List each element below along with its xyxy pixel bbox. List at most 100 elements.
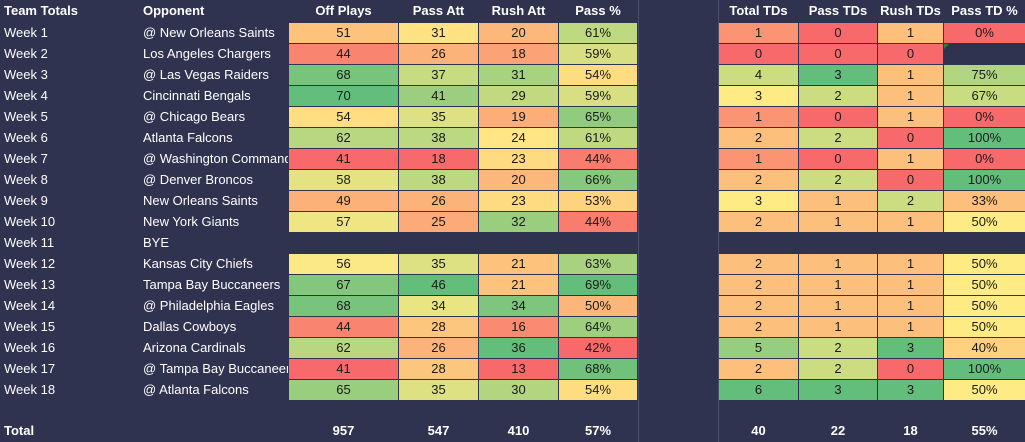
cell-ptp[interactable]: 50%: [944, 275, 1025, 295]
cell-tt[interactable]: [719, 233, 798, 253]
cell-pa[interactable]: 34: [399, 296, 478, 316]
cell-tt[interactable]: 1: [719, 107, 798, 127]
cell-pt[interactable]: 0: [799, 149, 877, 169]
cell-pt[interactable]: 1: [799, 317, 877, 337]
cell-pt[interactable]: 2: [799, 86, 877, 106]
cell-op[interactable]: 62: [289, 338, 398, 358]
cell-op[interactable]: 44: [289, 44, 398, 64]
cell-pp[interactable]: 42%: [559, 338, 637, 358]
cell-ra[interactable]: 31: [479, 65, 558, 85]
cell-week[interactable]: Week 12: [4, 256, 56, 271]
cell-ptp[interactable]: 75%: [944, 65, 1025, 85]
cell-pt[interactable]: 3: [799, 380, 877, 400]
cell-tt[interactable]: 2: [719, 212, 798, 232]
cell-tt[interactable]: 3: [719, 86, 798, 106]
cell-tt[interactable]: 6: [719, 380, 798, 400]
cell-opp[interactable]: Los Angeles Chargers: [143, 46, 271, 61]
cell-pa[interactable]: 26: [399, 338, 478, 358]
total-rt[interactable]: 18: [903, 423, 918, 438]
cell-tt[interactable]: 2: [719, 128, 798, 148]
cell-tt[interactable]: 3: [719, 191, 798, 211]
total-tt[interactable]: 40: [751, 423, 766, 438]
cell-pp[interactable]: 44%: [559, 149, 637, 169]
cell-op[interactable]: 49: [289, 191, 398, 211]
cell-week[interactable]: Week 16: [4, 340, 56, 355]
cell-week[interactable]: Week 11: [4, 235, 55, 250]
cell-tt[interactable]: 2: [719, 275, 798, 295]
cell-ptp[interactable]: 50%: [944, 317, 1025, 337]
cell-ra[interactable]: 19: [479, 107, 558, 127]
cell-week[interactable]: Week 2: [4, 46, 48, 61]
total-pt[interactable]: 22: [830, 423, 846, 438]
cell-pa[interactable]: 46: [399, 275, 478, 295]
cell-opp[interactable]: @ Las Vegas Raiders: [143, 67, 269, 82]
cell-op[interactable]: 67: [289, 275, 398, 295]
cell-ptp[interactable]: 100%: [944, 170, 1025, 190]
cell-op[interactable]: 70: [289, 86, 398, 106]
cell-rt[interactable]: 3: [878, 380, 943, 400]
cell-opp[interactable]: @ Chicago Bears: [143, 109, 246, 124]
cell-pp[interactable]: 69%: [559, 275, 637, 295]
cell-ra[interactable]: 21: [479, 254, 558, 274]
cell-ra[interactable]: 29: [479, 86, 558, 106]
cell-op[interactable]: 62: [289, 128, 398, 148]
cell-pt[interactable]: 2: [799, 338, 877, 358]
cell-rt[interactable]: [878, 233, 943, 253]
total-ptp[interactable]: 55%: [971, 423, 998, 438]
cell-tt[interactable]: 4: [719, 65, 798, 85]
cell-ptp[interactable]: 50%: [944, 254, 1025, 274]
cell-ra[interactable]: 32: [479, 212, 558, 232]
cell-ptp[interactable]: 0%: [944, 23, 1025, 43]
cell-tt[interactable]: 2: [719, 296, 798, 316]
cell-week[interactable]: Week 10: [4, 214, 56, 229]
cell-pa[interactable]: [399, 233, 478, 253]
cell-pa[interactable]: 35: [399, 254, 478, 274]
cell-opp[interactable]: @ Denver Broncos: [143, 172, 254, 187]
cell-pp[interactable]: 64%: [559, 317, 637, 337]
cell-ptp[interactable]: [944, 233, 1025, 253]
cell-tt[interactable]: 2: [719, 254, 798, 274]
cell-op[interactable]: 68: [289, 296, 398, 316]
cell-pa[interactable]: 38: [399, 170, 478, 190]
cell-ra[interactable]: 13: [479, 359, 558, 379]
cell-opp[interactable]: New Orleans Saints: [143, 193, 258, 208]
cell-pp[interactable]: [559, 233, 637, 253]
cell-pt[interactable]: 1: [799, 296, 877, 316]
cell-op[interactable]: 57: [289, 212, 398, 232]
cell-pa[interactable]: 41: [399, 86, 478, 106]
cell-ra[interactable]: 23: [479, 191, 558, 211]
cell-pa[interactable]: 37: [399, 65, 478, 85]
cell-ptp[interactable]: 50%: [944, 296, 1025, 316]
cell-opp[interactable]: @ New Orleans Saints: [143, 25, 275, 40]
cell-ptp[interactable]: [944, 44, 1025, 64]
total-ra[interactable]: 410: [507, 423, 530, 438]
cell-tt[interactable]: 5: [719, 338, 798, 358]
cell-rt[interactable]: 1: [878, 254, 943, 274]
cell-week[interactable]: Week 5: [4, 109, 48, 124]
cell-op[interactable]: 56: [289, 254, 398, 274]
cell-pa[interactable]: 35: [399, 107, 478, 127]
cell-rt[interactable]: 1: [878, 107, 943, 127]
cell-ptp[interactable]: 100%: [944, 128, 1025, 148]
cell-pa[interactable]: 26: [399, 44, 478, 64]
cell-opp[interactable]: Atlanta Falcons: [143, 130, 233, 145]
cell-pt[interactable]: 2: [799, 170, 877, 190]
cell-pt[interactable]: 0: [799, 23, 877, 43]
cell-op[interactable]: 68: [289, 65, 398, 85]
cell-ptp[interactable]: 67%: [944, 86, 1025, 106]
cell-pt[interactable]: 0: [799, 107, 877, 127]
total-op[interactable]: 957: [332, 423, 355, 438]
cell-rt[interactable]: 2: [878, 191, 943, 211]
cell-pa[interactable]: 38: [399, 128, 478, 148]
cell-rt[interactable]: 1: [878, 149, 943, 169]
cell-pt[interactable]: [799, 233, 877, 253]
cell-opp[interactable]: Kansas City Chiefs: [143, 256, 253, 271]
cell-week[interactable]: Week 17: [4, 361, 56, 376]
cell-op[interactable]: 65: [289, 380, 398, 400]
cell-pa[interactable]: 35: [399, 380, 478, 400]
cell-pt[interactable]: 2: [799, 128, 877, 148]
total-pa[interactable]: 547: [427, 423, 450, 438]
cell-ra[interactable]: 23: [479, 149, 558, 169]
cell-opp[interactable]: Tampa Bay Buccaneers: [143, 277, 281, 292]
cell-pa[interactable]: 31: [399, 23, 478, 43]
